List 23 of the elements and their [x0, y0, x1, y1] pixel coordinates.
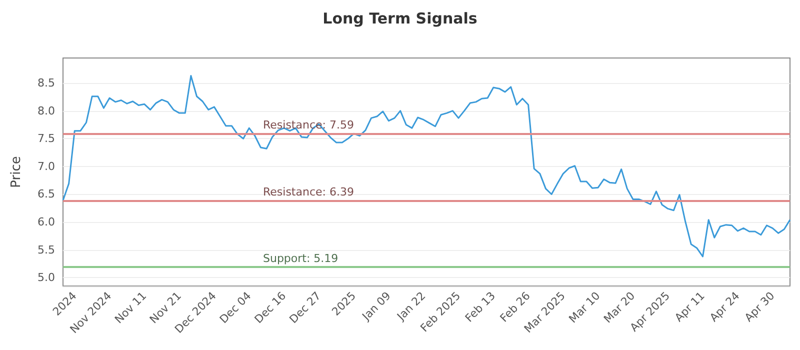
y-tick-label: 5.0: [38, 271, 55, 284]
y-tick-label: 6.5: [38, 188, 55, 201]
x-tick-label: Jan 09: [359, 289, 394, 324]
ref-line-label: Resistance: 6.39: [263, 185, 354, 198]
x-tick-label: Apr 11: [672, 289, 708, 324]
ref-line-label: Support: 5.19: [263, 252, 338, 266]
ref-line-label: Resistance: 7.59: [263, 118, 354, 132]
x-tick-label: Apr 24: [707, 289, 742, 324]
y-tick-label: 5.5: [38, 243, 55, 256]
y-tick-label: 7.5: [38, 132, 55, 146]
y-tick-label: 6.0: [38, 216, 55, 229]
chart-title: Long Term Signals: [322, 10, 478, 28]
y-tick-label: 8.0: [38, 104, 55, 118]
x-tick-label: Apr 30: [742, 289, 778, 324]
x-tick-label: Feb 13: [462, 289, 498, 325]
y-tick-label: 8.5: [38, 76, 55, 90]
x-tick-label: Dec 04: [217, 289, 254, 326]
y-tick-label: 7.0: [38, 160, 55, 173]
x-tick-label: Dec 16: [252, 289, 289, 326]
x-tick-label: Dec 27: [286, 289, 324, 326]
x-tick-label: Nov 11: [112, 289, 150, 326]
y-axis-title: Price: [9, 156, 24, 188]
x-tick-label: Mar 10: [566, 289, 603, 326]
